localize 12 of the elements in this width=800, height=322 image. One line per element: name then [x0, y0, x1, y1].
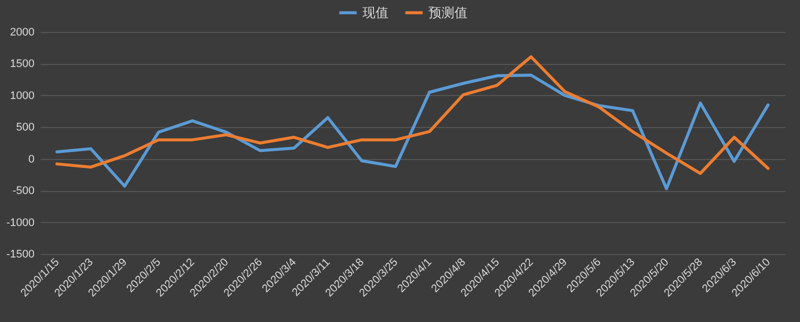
- line-series: [55, 74, 770, 190]
- y-tick-label: 1000: [10, 90, 34, 102]
- y-tick-label: -1000: [6, 216, 34, 229]
- y-tick-label: 1500: [10, 58, 34, 70]
- legend-label: 预测值: [428, 4, 468, 20]
- legend-label: 现值: [362, 4, 388, 20]
- y-tick-label: 2000: [10, 26, 34, 38]
- y-tick-label: 0: [28, 153, 34, 166]
- y-tick-label: 500: [16, 122, 34, 134]
- line-series: [55, 55, 770, 175]
- y-tick-label: -1500: [6, 248, 34, 260]
- y-tick-label: -500: [12, 185, 34, 198]
